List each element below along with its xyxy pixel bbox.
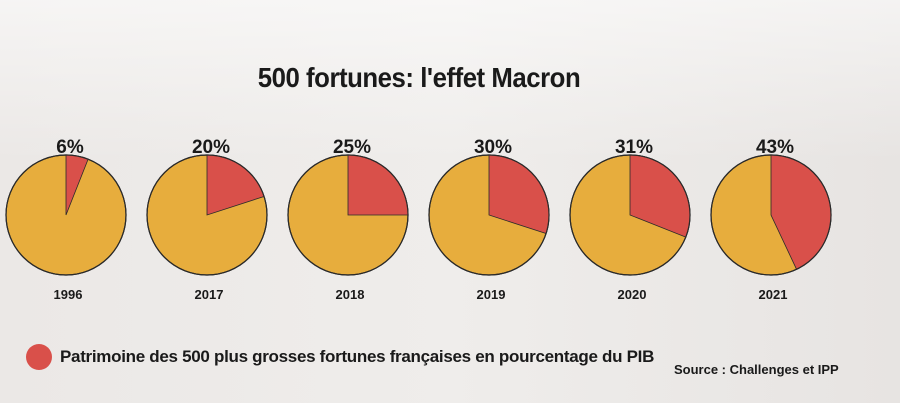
value-label-2019: 30% — [474, 137, 512, 158]
legend-swatch — [26, 344, 52, 370]
source-note: Source : Challenges et IPP — [674, 362, 839, 377]
year-label-2019: 2019 — [477, 287, 506, 302]
year-label-2020: 2020 — [618, 287, 647, 302]
pie-outline-2020 — [569, 154, 691, 276]
pie-slice-2018 — [347, 154, 409, 216]
year-label-2021: 2021 — [759, 287, 788, 302]
legend-label: Patrimoine des 500 plus grosses fortunes… — [60, 347, 655, 366]
value-label-2021: 43% — [756, 137, 794, 158]
value-label-2018: 25% — [333, 137, 371, 158]
value-label-1996: 6% — [56, 137, 84, 158]
legend: Patrimoine des 500 plus grosses fortunes… — [26, 342, 654, 372]
pie-outline-2019 — [428, 154, 550, 276]
value-label-2020: 31% — [615, 137, 653, 158]
year-label-2018: 2018 — [336, 287, 365, 302]
year-label-2017: 2017 — [195, 287, 224, 302]
pie-outline-2021 — [710, 154, 832, 276]
chart-title: 500 fortunes: l'effet Macron — [257, 62, 581, 93]
year-label-1996: 1996 — [54, 287, 83, 302]
value-label-2017: 20% — [192, 137, 230, 158]
pie-outline-2018 — [287, 154, 409, 276]
pie-outline-1996 — [5, 154, 127, 276]
pie-outline-2017 — [146, 154, 268, 276]
